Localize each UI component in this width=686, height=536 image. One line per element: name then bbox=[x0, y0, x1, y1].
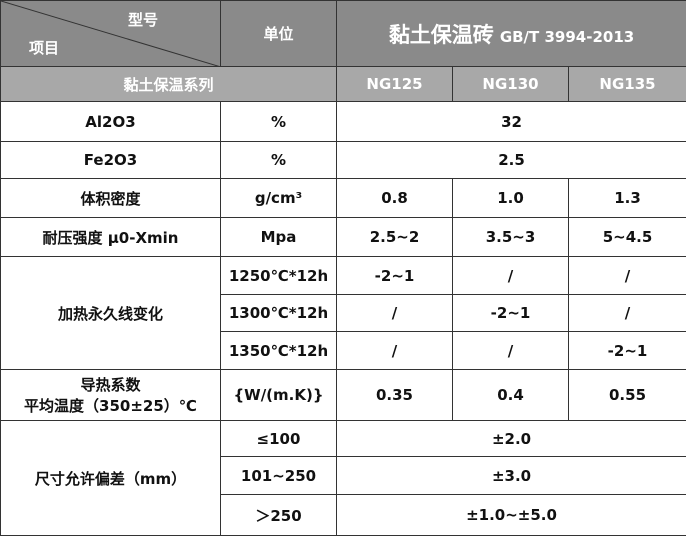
value: / bbox=[337, 295, 453, 332]
row: 尺寸允许偏差（mm） ≤100 ±2.0 bbox=[1, 421, 686, 457]
value: ±1.0~±5.0 bbox=[337, 495, 686, 536]
item: 耐压强度 μ0-Xmin bbox=[1, 218, 221, 257]
corner-bottom: 项目 bbox=[29, 37, 59, 58]
value: / bbox=[569, 295, 686, 332]
value: 2.5~2 bbox=[337, 218, 453, 257]
value: 5~4.5 bbox=[569, 218, 686, 257]
model: NG125 bbox=[337, 67, 453, 102]
condition: ≤100 bbox=[221, 421, 337, 457]
item-line: 导热系数 bbox=[1, 374, 220, 395]
value: 0.4 bbox=[453, 370, 569, 421]
value: 0.35 bbox=[337, 370, 453, 421]
condition: 101~250 bbox=[221, 457, 337, 495]
value: -2~1 bbox=[337, 257, 453, 295]
value: 0.8 bbox=[337, 179, 453, 218]
model: NG130 bbox=[453, 67, 569, 102]
value: 3.5~3 bbox=[453, 218, 569, 257]
unit: % bbox=[221, 142, 337, 179]
item: 加热永久线变化 bbox=[1, 257, 221, 370]
row: Al2O3 % 32 bbox=[1, 102, 686, 142]
item-line: 平均温度（350±25）℃ bbox=[1, 395, 220, 416]
value: 32 bbox=[337, 102, 686, 142]
unit-header: 单位 bbox=[221, 1, 337, 67]
value: ±2.0 bbox=[337, 421, 686, 457]
model: NG135 bbox=[569, 67, 686, 102]
corner-top: 型号 bbox=[128, 9, 158, 30]
value: -2~1 bbox=[453, 295, 569, 332]
standard: GB/T 3994-2013 bbox=[500, 28, 634, 46]
row: 导热系数平均温度（350±25）℃ {W/(m.K)} 0.35 0.4 0.5… bbox=[1, 370, 686, 421]
condition: 1350℃*12h bbox=[221, 332, 337, 370]
value: 2.5 bbox=[337, 142, 686, 179]
condition: 1300℃*12h bbox=[221, 295, 337, 332]
corner-cell: 型号 项目 bbox=[1, 1, 221, 67]
value: 1.0 bbox=[453, 179, 569, 218]
condition: ＞250 bbox=[221, 495, 337, 536]
unit: Mpa bbox=[221, 218, 337, 257]
value: ±3.0 bbox=[337, 457, 686, 495]
item: 导热系数平均温度（350±25）℃ bbox=[1, 370, 221, 421]
product-header: 黏土保温砖 GB/T 3994-2013 bbox=[337, 1, 686, 67]
row: 体积密度 g/cm³ 0.8 1.0 1.3 bbox=[1, 179, 686, 218]
row: Fe2O3 % 2.5 bbox=[1, 142, 686, 179]
value: / bbox=[453, 332, 569, 370]
row: 加热永久线变化 1250℃*12h -2~1 / / bbox=[1, 257, 686, 295]
item: Al2O3 bbox=[1, 102, 221, 142]
value: / bbox=[453, 257, 569, 295]
value: 0.55 bbox=[569, 370, 686, 421]
condition: 1250℃*12h bbox=[221, 257, 337, 295]
unit: % bbox=[221, 102, 337, 142]
value: -2~1 bbox=[569, 332, 686, 370]
unit: g/cm³ bbox=[221, 179, 337, 218]
item: 尺寸允许偏差（mm） bbox=[1, 421, 221, 536]
value: / bbox=[569, 257, 686, 295]
unit: {W/(m.K)} bbox=[221, 370, 337, 421]
series-label: 黏土保温系列 bbox=[1, 67, 337, 102]
row: 耐压强度 μ0-Xmin Mpa 2.5~2 3.5~3 5~4.5 bbox=[1, 218, 686, 257]
value: / bbox=[337, 332, 453, 370]
series-row: 黏土保温系列 NG125 NG130 NG135 bbox=[1, 67, 686, 102]
value: 1.3 bbox=[569, 179, 686, 218]
item: 体积密度 bbox=[1, 179, 221, 218]
item: Fe2O3 bbox=[1, 142, 221, 179]
product: 黏土保温砖 bbox=[389, 23, 494, 47]
header-row: 型号 项目 单位 黏土保温砖 GB/T 3994-2013 bbox=[1, 1, 686, 67]
